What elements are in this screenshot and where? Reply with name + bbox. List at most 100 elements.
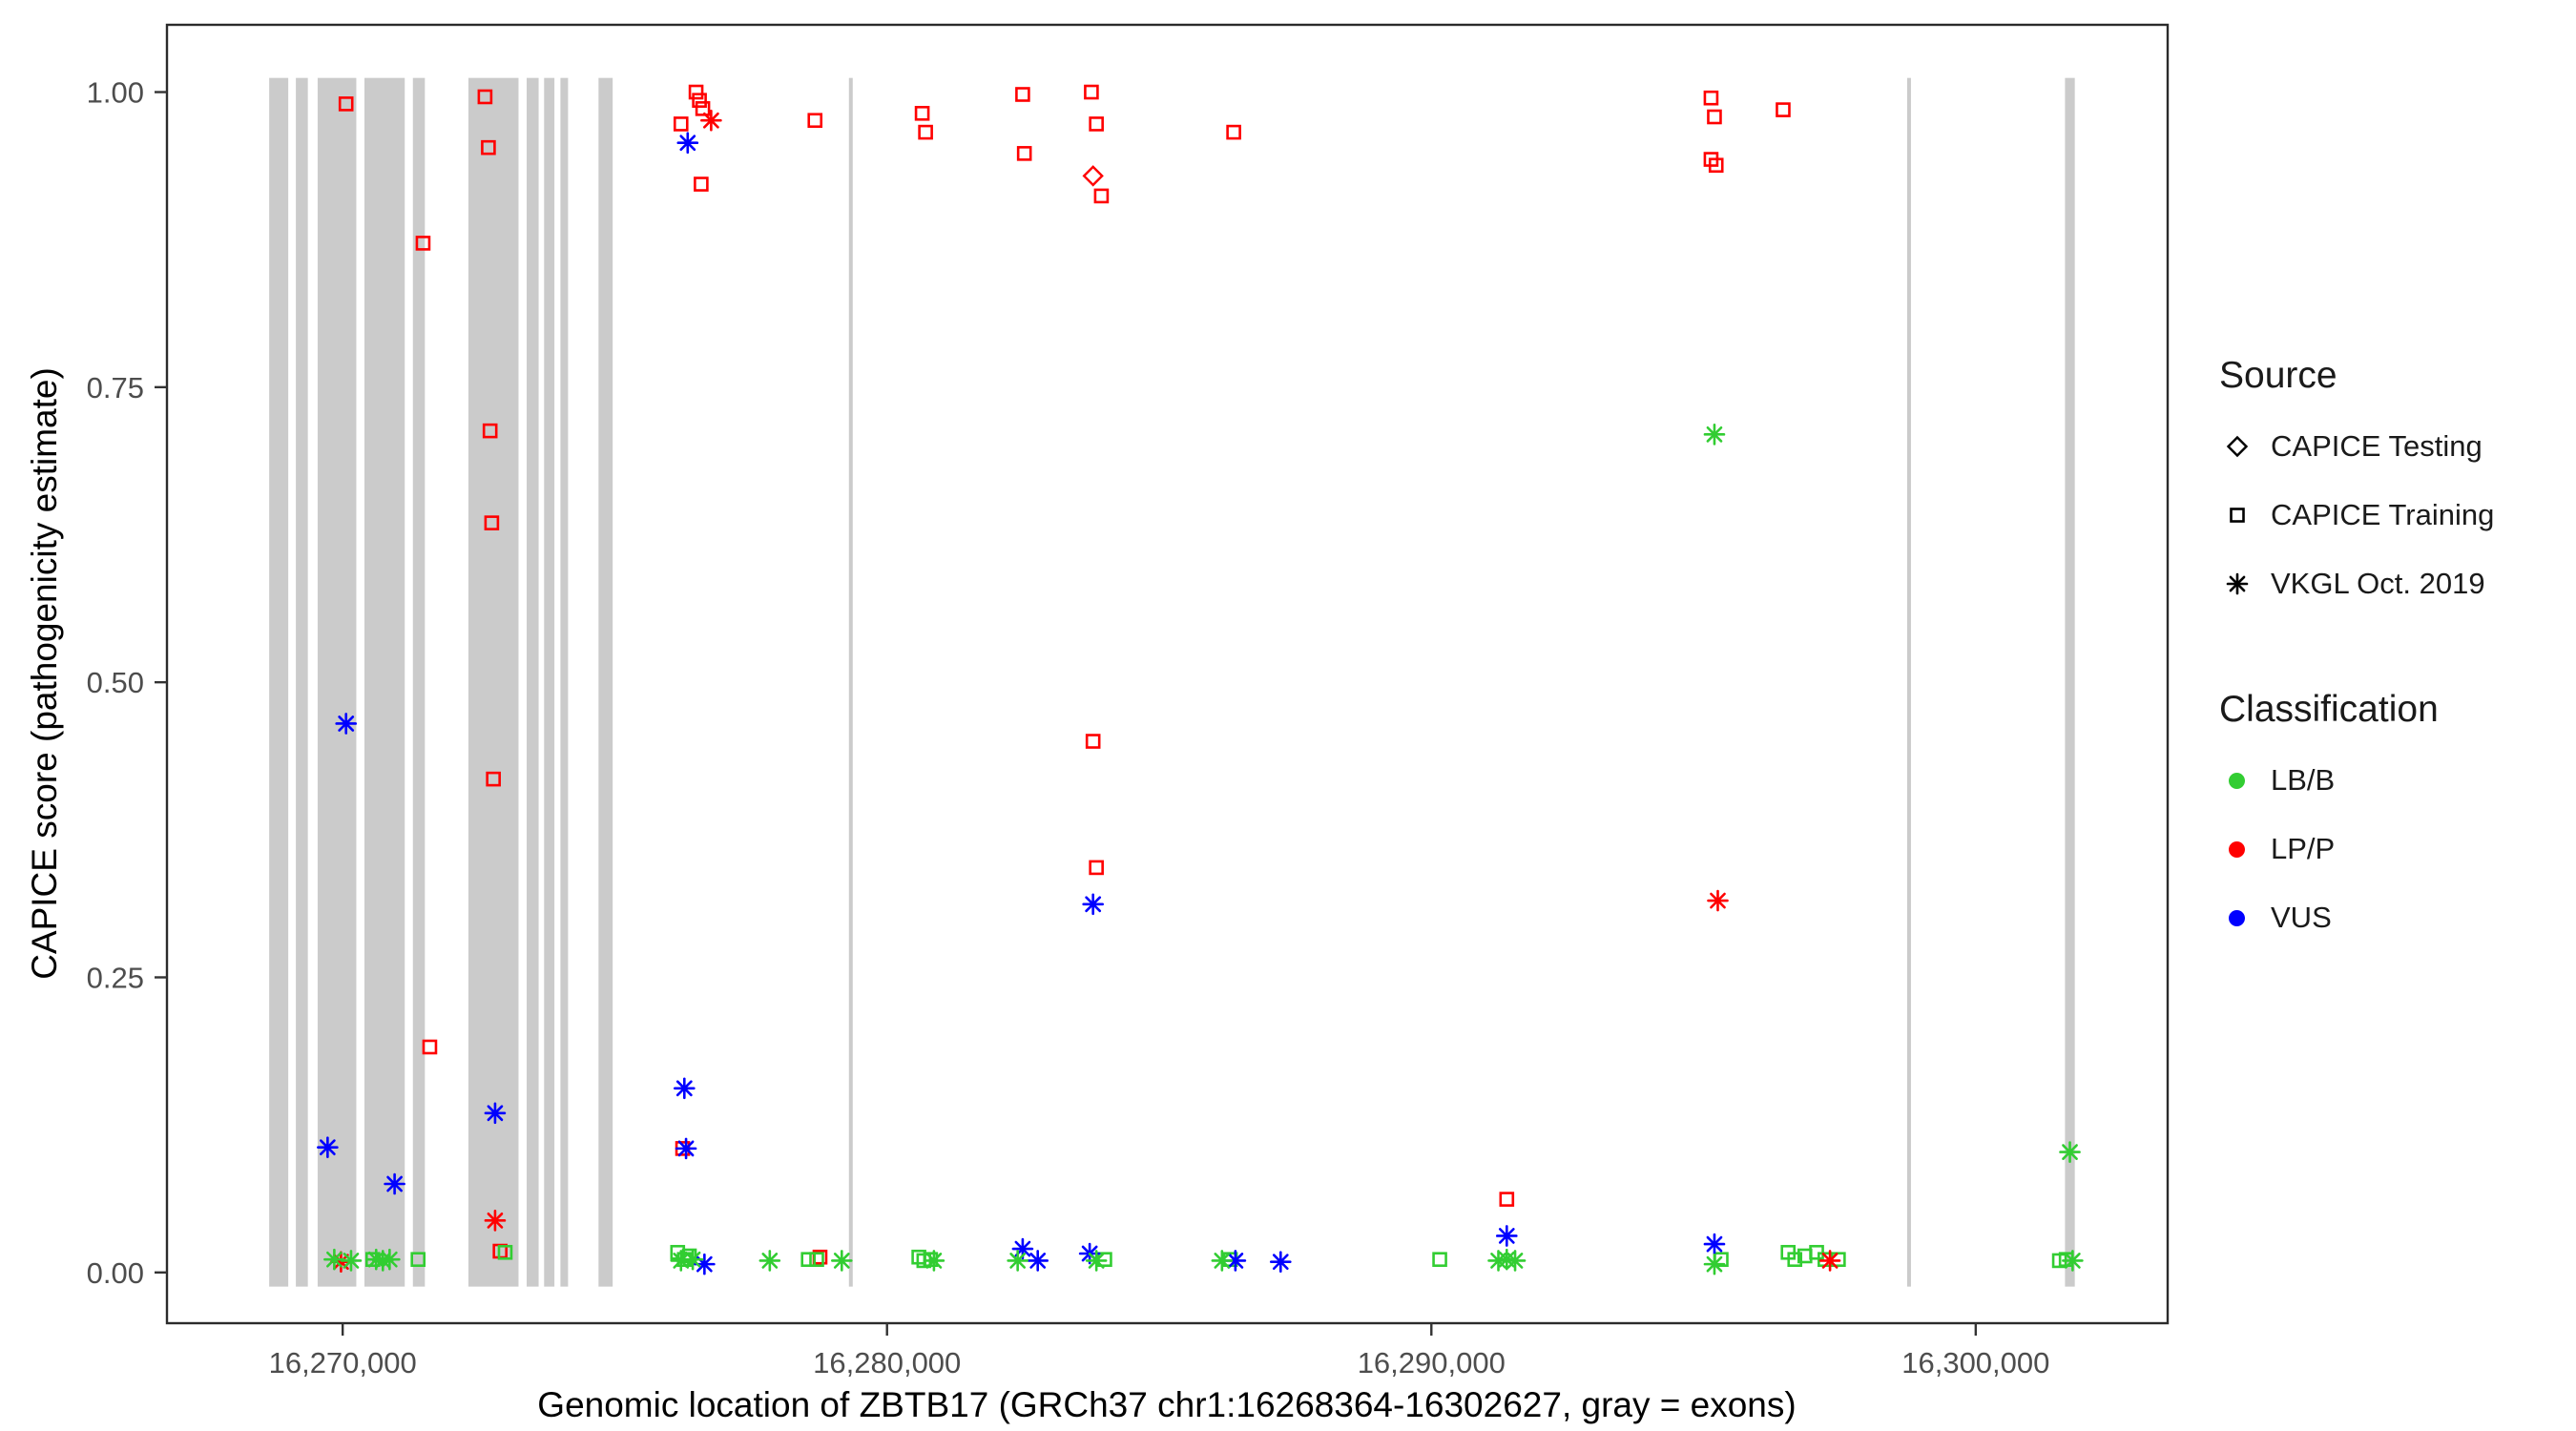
data-point-square (1016, 146, 1032, 161)
diamond-icon (2219, 428, 2255, 465)
data-point-square (482, 423, 498, 439)
data-point-asterisk (675, 1137, 697, 1160)
x-tick-label: 16,290,000 (1358, 1346, 1506, 1379)
data-point-square (918, 124, 933, 140)
y-tick-label: 0.50 (87, 666, 144, 699)
asterisk-icon (2219, 566, 2255, 602)
y-tick-label: 0.75 (87, 371, 144, 404)
data-point-square (694, 176, 709, 192)
data-point-square (800, 1252, 817, 1267)
data-point-square (415, 236, 431, 251)
legend-label-capice-testing: CAPICE Testing (2271, 429, 2483, 463)
data-point-square (338, 96, 354, 112)
data-point-asterisk (323, 1248, 345, 1271)
data-point-asterisk (676, 132, 699, 155)
data-point-asterisk (1495, 1225, 1518, 1247)
exon-band (317, 77, 357, 1287)
data-point-asterisk (670, 1250, 693, 1272)
data-point-square (422, 1039, 438, 1055)
legend-item-lpp: LP/P (2219, 815, 2494, 883)
legend-item-vkgl: VKGL Oct. 2019 (2219, 550, 2494, 618)
legend-item-capice-testing: CAPICE Testing (2219, 412, 2494, 481)
data-point-square (688, 84, 704, 100)
exon-band (1906, 77, 1911, 1287)
y-tick-label: 1.00 (87, 76, 144, 110)
data-point-asterisk (1085, 1250, 1108, 1272)
data-point-asterisk (1224, 1250, 1247, 1272)
data-point-asterisk (335, 713, 358, 735)
data-point-square (1085, 734, 1101, 749)
exon-band (364, 77, 405, 1287)
data-point-square (1084, 84, 1099, 100)
data-point-asterisk (1027, 1250, 1049, 1272)
exon-band (848, 77, 853, 1287)
legend-label-capice-training: CAPICE Training (2271, 498, 2495, 531)
data-point-square (692, 93, 707, 108)
data-point-asterisk (340, 1250, 363, 1272)
data-point-square (481, 139, 496, 156)
data-point-asterisk (1007, 1250, 1028, 1272)
x-tick-label: 16,300,000 (1901, 1346, 2049, 1379)
data-point-square (2230, 508, 2245, 523)
x-axis-title: Genomic location of ZBTB17 (GRCh37 chr1:… (537, 1385, 1797, 1424)
legend-label-vkgl: VKGL Oct. 2019 (2271, 567, 2485, 600)
data-point-asterisk (1703, 1253, 1726, 1275)
data-point-square (1787, 1252, 1803, 1267)
data-point-asterisk (1703, 1233, 1726, 1255)
y-tick-label: 0.25 (87, 961, 144, 994)
data-point-square (809, 1252, 824, 1267)
data-point-asterisk (1707, 889, 1729, 912)
exon-band (527, 77, 539, 1287)
legend-label-lbb: LB/B (2271, 763, 2336, 797)
data-point-square (1093, 188, 1110, 204)
data-point-asterisk (1269, 1251, 1292, 1273)
data-point-asterisk (2226, 572, 2249, 595)
data-point-asterisk (700, 109, 722, 132)
data-point-square (1708, 157, 1724, 174)
legend-item-capice-training: CAPICE Training (2219, 481, 2494, 550)
exon-band (412, 77, 426, 1287)
legend: Source CAPICE Testing CAPICE Training VK… (2219, 355, 2494, 952)
lpp-dot-icon (2229, 840, 2245, 858)
data-point-square (497, 1244, 513, 1260)
data-point-asterisk (1504, 1250, 1527, 1272)
data-point-square (1499, 1192, 1515, 1207)
data-point-diamond (1082, 165, 1104, 187)
data-point-asterisk (758, 1250, 781, 1272)
data-point-square (1089, 116, 1104, 132)
data-point-asterisk (2059, 1141, 2081, 1163)
data-point-asterisk (1082, 893, 1104, 916)
exon-band (598, 77, 613, 1287)
legend-label-vus: VUS (2271, 901, 2332, 934)
exon-band (544, 77, 555, 1287)
vus-dot-icon (2229, 909, 2245, 926)
data-point-asterisk (674, 1077, 696, 1100)
data-point-square (1707, 109, 1722, 125)
exon-band (467, 77, 519, 1287)
data-point-asterisk (2062, 1250, 2084, 1272)
exon-band (269, 77, 289, 1287)
legend-item-lbb: LB/B (2219, 746, 2494, 815)
data-point-asterisk (379, 1248, 401, 1271)
data-point-square (1776, 102, 1791, 117)
exon-band (560, 77, 569, 1287)
y-tick-label: 0.00 (87, 1256, 144, 1290)
data-point-square (695, 101, 711, 116)
legend-item-vus: VUS (2219, 883, 2494, 952)
data-point-diamond (2226, 435, 2249, 458)
data-point-square (1015, 87, 1030, 102)
y-axis-title: CAPICE score (pathogenicity estimate) (25, 367, 64, 980)
data-point-asterisk (831, 1250, 853, 1272)
data-point-square (673, 116, 689, 132)
data-point-asterisk (681, 1248, 704, 1271)
data-point-square (1226, 124, 1241, 140)
data-point-asterisk (484, 1210, 507, 1232)
data-point-asterisk (1818, 1250, 1841, 1272)
data-point-square (914, 105, 930, 121)
data-point-asterisk (384, 1172, 405, 1195)
legend-classification-title: Classification (2219, 689, 2439, 730)
data-point-asterisk (1211, 1250, 1234, 1272)
data-point-square (484, 515, 500, 530)
data-point-square (807, 113, 823, 129)
